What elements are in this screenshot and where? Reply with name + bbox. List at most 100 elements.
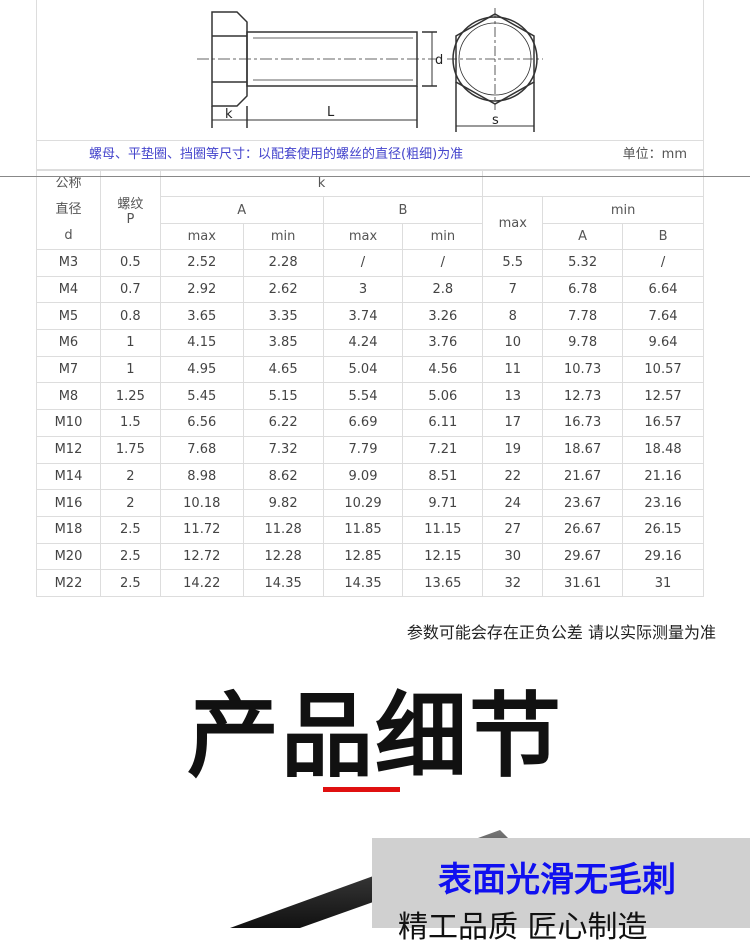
table-row: M5 0.8 3.65 3.35 3.74 3.26 8 7.78 7.64 xyxy=(36,302,704,331)
table-cell: 5.45 xyxy=(159,382,244,411)
table-cell: 6.69 xyxy=(322,409,404,437)
table-cell: 11.85 xyxy=(322,515,404,544)
table-cell: 10.73 xyxy=(542,355,624,384)
divider-line xyxy=(0,176,750,177)
table-row: M6 1 4.15 3.85 4.24 3.76 10 9.78 9.64 xyxy=(36,329,704,357)
table-cell: M20 xyxy=(36,542,101,571)
table-row: M4 0.7 2.92 2.62 3 2.8 7 6.78 6.64 xyxy=(36,275,704,304)
table-cell: 7 xyxy=(482,275,544,304)
table-row: M3 0.5 2.52 2.28//5.5 5.32/ xyxy=(36,249,704,277)
table-row: M20 2.5 12.72 12.28 12.85 12.15 30 29.67 29.16 xyxy=(36,542,704,571)
header-k: k xyxy=(159,170,484,197)
table-cell: 16.73 xyxy=(542,409,624,437)
table-cell: 0.8 xyxy=(99,302,161,331)
table-cell: 11.15 xyxy=(402,515,484,544)
header-k-a: A xyxy=(159,196,324,224)
table-cell: 2.5 xyxy=(99,515,161,544)
table-cell: 2.52 xyxy=(159,249,244,277)
table-cell: M12 xyxy=(36,435,101,464)
header-min: min xyxy=(242,223,324,250)
table-row: M18 2.5 11.72 11.28 11.85 11.15 27 26.67 26.15 xyxy=(36,515,704,544)
table-cell: 29.67 xyxy=(542,542,624,571)
table-cell: 4.65 xyxy=(242,355,324,384)
table-cell: 12.72 xyxy=(159,542,244,571)
feature-headline: 表面光滑无毛刺 xyxy=(438,860,676,900)
title-underline xyxy=(323,787,400,792)
table-cell: 10 xyxy=(482,329,544,357)
table-cell: 4.24 xyxy=(322,329,404,357)
table-cell: 5.06 xyxy=(402,382,484,411)
header-min: min xyxy=(402,223,484,250)
header-p: 螺纹 P xyxy=(99,170,161,250)
table-row: M22 2.5 14.22 14.35 14.35 13.65 32 31.61 31 xyxy=(36,569,704,597)
table-cell: 7.64 xyxy=(622,302,704,331)
table-cell: 1.5 xyxy=(99,409,161,437)
table-cell: 4.95 xyxy=(159,355,244,384)
table-cell: 4.15 xyxy=(159,329,244,357)
table-cell: 1.25 xyxy=(99,382,161,411)
table-cell: 0.7 xyxy=(99,275,161,304)
table-cell: 2.5 xyxy=(99,542,161,571)
table-cell: 26.67 xyxy=(542,515,624,544)
label-d: d xyxy=(435,53,443,68)
table-cell: 5.5 xyxy=(482,249,544,277)
table-cell: 31.61 xyxy=(542,569,624,597)
table-cell: 2 xyxy=(99,489,161,517)
table-cell: 9.78 xyxy=(542,329,624,357)
table-cell: 23.67 xyxy=(542,489,624,517)
table-cell: 24 xyxy=(482,489,544,517)
table-cell: 2.92 xyxy=(159,275,244,304)
table-cell: 6.22 xyxy=(242,409,324,437)
caption-note: 螺母、平垫圈、挡圈等尺寸：以配套使用的螺丝的直径(粗细)为准 xyxy=(89,147,464,162)
table-row: M12 1.75 7.68 7.32 7.79 7.21 19 18.67 18.48 xyxy=(36,435,704,464)
table-cell: 19 xyxy=(482,435,544,464)
table-cell: 3.35 xyxy=(242,302,324,331)
table-cell: 3.74 xyxy=(322,302,404,331)
table-cell: 27 xyxy=(482,515,544,544)
table-cell: 4.56 xyxy=(402,355,484,384)
table-cell: / xyxy=(402,249,484,277)
table-cell: 8.98 xyxy=(159,462,244,491)
table-cell: 9.71 xyxy=(402,489,484,517)
table-cell: 6.56 xyxy=(159,409,244,437)
table-cell: 14.35 xyxy=(242,569,324,597)
table-cell: 7.78 xyxy=(542,302,624,331)
table-cell: 7.32 xyxy=(242,435,324,464)
table-cell: M16 xyxy=(36,489,101,517)
table-cell: / xyxy=(322,249,404,277)
table-row: M7 1 4.95 4.65 5.04 4.56 11 10.73 10.57 xyxy=(36,355,704,384)
table-caption: 螺母、平垫圈、挡圈等尺寸：以配套使用的螺丝的直径(粗细)为准 单位：mm xyxy=(36,140,704,170)
table-cell: M22 xyxy=(36,569,101,597)
table-cell: M10 xyxy=(36,409,101,437)
table-cell: 12.57 xyxy=(622,382,704,411)
table-cell: 9.82 xyxy=(242,489,324,517)
bolt-dimension-drawing: k L d s xyxy=(36,0,704,140)
table-cell: 2.62 xyxy=(242,275,324,304)
table-cell: 17 xyxy=(482,409,544,437)
header-max: max xyxy=(322,223,404,250)
table-cell: 22 xyxy=(482,462,544,491)
table-cell: 6.78 xyxy=(542,275,624,304)
table-cell: 12.28 xyxy=(242,542,324,571)
table-cell: M14 xyxy=(36,462,101,491)
table-cell: 12.73 xyxy=(542,382,624,411)
header-s-min: min xyxy=(542,196,704,224)
label-L: L xyxy=(327,105,335,120)
table-cell: 5.54 xyxy=(322,382,404,411)
table-cell: 3.76 xyxy=(402,329,484,357)
table-row: M14 2 8.98 8.62 9.09 8.51 22 21.67 21.16 xyxy=(36,462,704,491)
table-cell: 5.32 xyxy=(542,249,624,277)
table-cell: 23.16 xyxy=(622,489,704,517)
table-row: M16 2 10.18 9.82 10.29 9.71 24 23.67 23.16 xyxy=(36,489,704,517)
table-cell: 18.67 xyxy=(542,435,624,464)
label-s: s xyxy=(492,113,499,128)
table-cell: 12.15 xyxy=(402,542,484,571)
table-cell: 0.5 xyxy=(99,249,161,277)
table-cell: M5 xyxy=(36,302,101,331)
table-cell: 3 xyxy=(322,275,404,304)
table-cell: 14.22 xyxy=(159,569,244,597)
section-title: 产品细节 xyxy=(186,683,563,790)
table-cell: 5.15 xyxy=(242,382,324,411)
tolerance-note: 参数可能会存在正负公差 请以实际测量为准 xyxy=(406,623,716,642)
table-cell: 1.75 xyxy=(99,435,161,464)
